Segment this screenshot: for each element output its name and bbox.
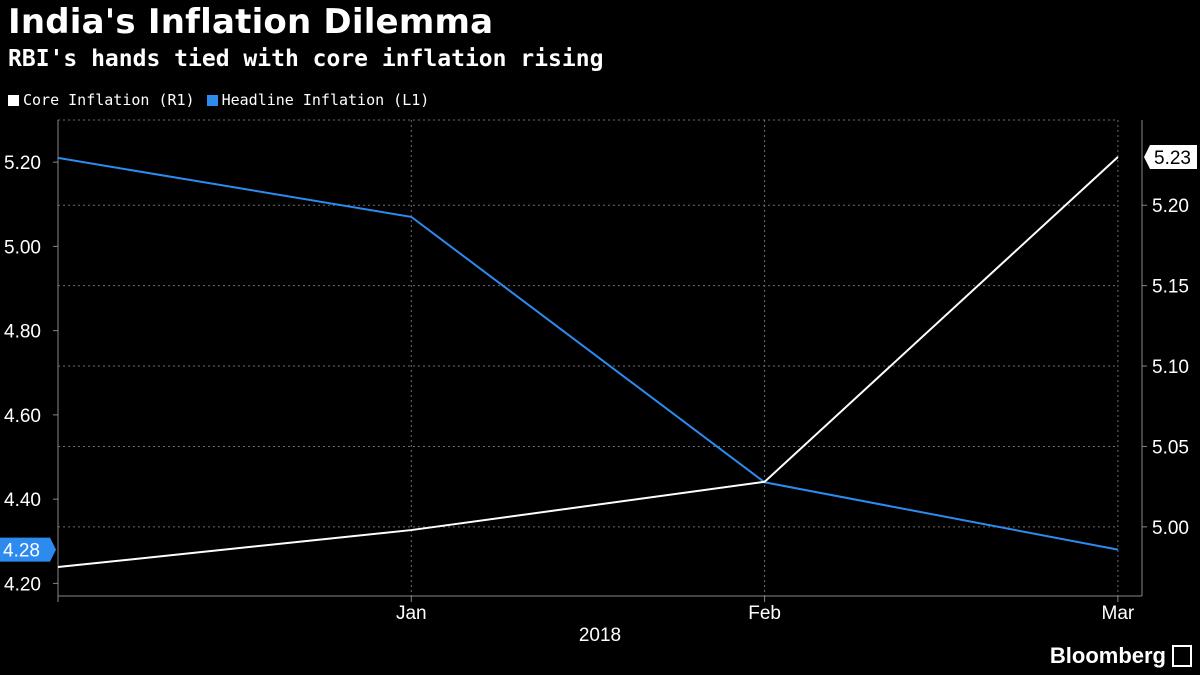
x-tick-label: Mar [1102,603,1135,624]
y-right-tick-label: 5.15 [1152,277,1189,298]
legend-label-core: Core Inflation (R1) [23,91,195,109]
legend: Core Inflation (R1) Headline Inflation (… [8,91,441,109]
y-right-tick-label: 5.05 [1152,437,1189,458]
brand-logo: Bloomberg [1050,643,1192,669]
y-right-tick-label: 5.10 [1152,357,1189,378]
chart-subtitle: RBI's hands tied with core inflation ris… [8,46,604,72]
legend-item-headline: Headline Inflation (L1) [206,91,430,109]
y-left-tick-label: 4.40 [4,490,41,511]
x-tick-label: Feb [748,603,781,624]
x-year-label: 2018 [579,625,621,646]
legend-item-core: Core Inflation (R1) [8,91,195,109]
series-line-headline [57,156,1119,551]
chart-title: India's Inflation Dilemma [8,2,494,42]
x-tick-label: Jan [396,603,427,624]
bloomberg-terminal-icon [1172,645,1192,667]
y-left-tick-label: 5.00 [4,237,41,258]
headline-last-value-label: 4.28 [3,541,40,562]
y-left-tick-label: 4.80 [4,322,41,343]
core-last-value-label: 5.23 [1154,148,1191,169]
y-left-tick-label: 5.20 [4,153,41,174]
y-left-tick-label: 4.20 [4,574,41,595]
y-right-tick-label: 5.20 [1152,196,1189,217]
core-last-value-badge [1144,144,1197,169]
brand-name: Bloomberg [1049,643,1166,668]
legend-label-headline: Headline Inflation (L1) [221,91,430,109]
y-left-tick-label: 4.60 [4,406,41,427]
headline-last-value-badge [0,537,56,562]
legend-swatch-headline [206,94,218,106]
series-line-core [57,156,1119,569]
y-right-tick-label: 5.00 [1152,518,1189,539]
legend-swatch-core [8,94,19,106]
